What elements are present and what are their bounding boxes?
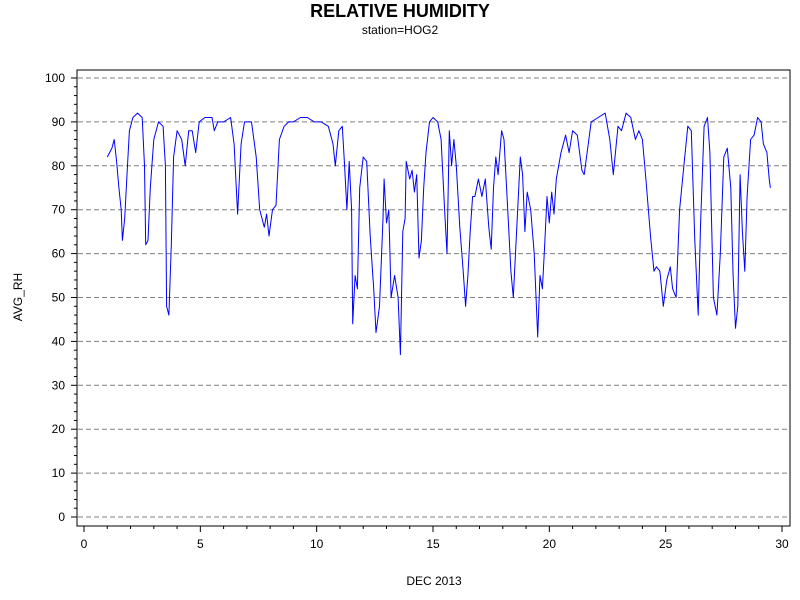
y-axis: 0 10 20 30 40 50 60 70 80 90 100 [45, 71, 77, 524]
y-tick-label-90: 90 [52, 115, 66, 129]
x-tick-label-25: 25 [659, 537, 673, 551]
y-tick-label-70: 70 [52, 203, 66, 217]
x-tick-label-30: 30 [775, 537, 789, 551]
x-tick-label-5: 5 [197, 537, 204, 551]
gridlines [78, 77, 789, 518]
x-axis-label: DEC 2013 [406, 574, 462, 588]
y-tick-label-20: 20 [52, 422, 66, 436]
y-tick-label-60: 60 [52, 247, 66, 261]
x-tick-label-20: 20 [543, 537, 557, 551]
chart-title: RELATIVE HUMIDITY [310, 1, 490, 21]
y-tick-label-50: 50 [52, 291, 66, 305]
series-group [106, 112, 771, 356]
y-tick-label-10: 10 [52, 466, 66, 480]
x-axis: 0 5 10 15 20 25 30 [81, 526, 789, 551]
x-tick-label-15: 15 [426, 537, 440, 551]
y-tick-label-30: 30 [52, 378, 66, 392]
y-tick-label-80: 80 [52, 159, 66, 173]
y-tick-label-100: 100 [45, 71, 65, 85]
y-tick-label-0: 0 [58, 510, 65, 524]
chart-subtitle: station=HOG2 [361, 23, 439, 37]
y-tick-label-40: 40 [52, 334, 66, 348]
series-line-0 [106, 112, 771, 356]
x-tick-label-10: 10 [310, 537, 324, 551]
y-axis-label: AVG_RH [11, 273, 25, 321]
x-tick-label-0: 0 [81, 537, 88, 551]
